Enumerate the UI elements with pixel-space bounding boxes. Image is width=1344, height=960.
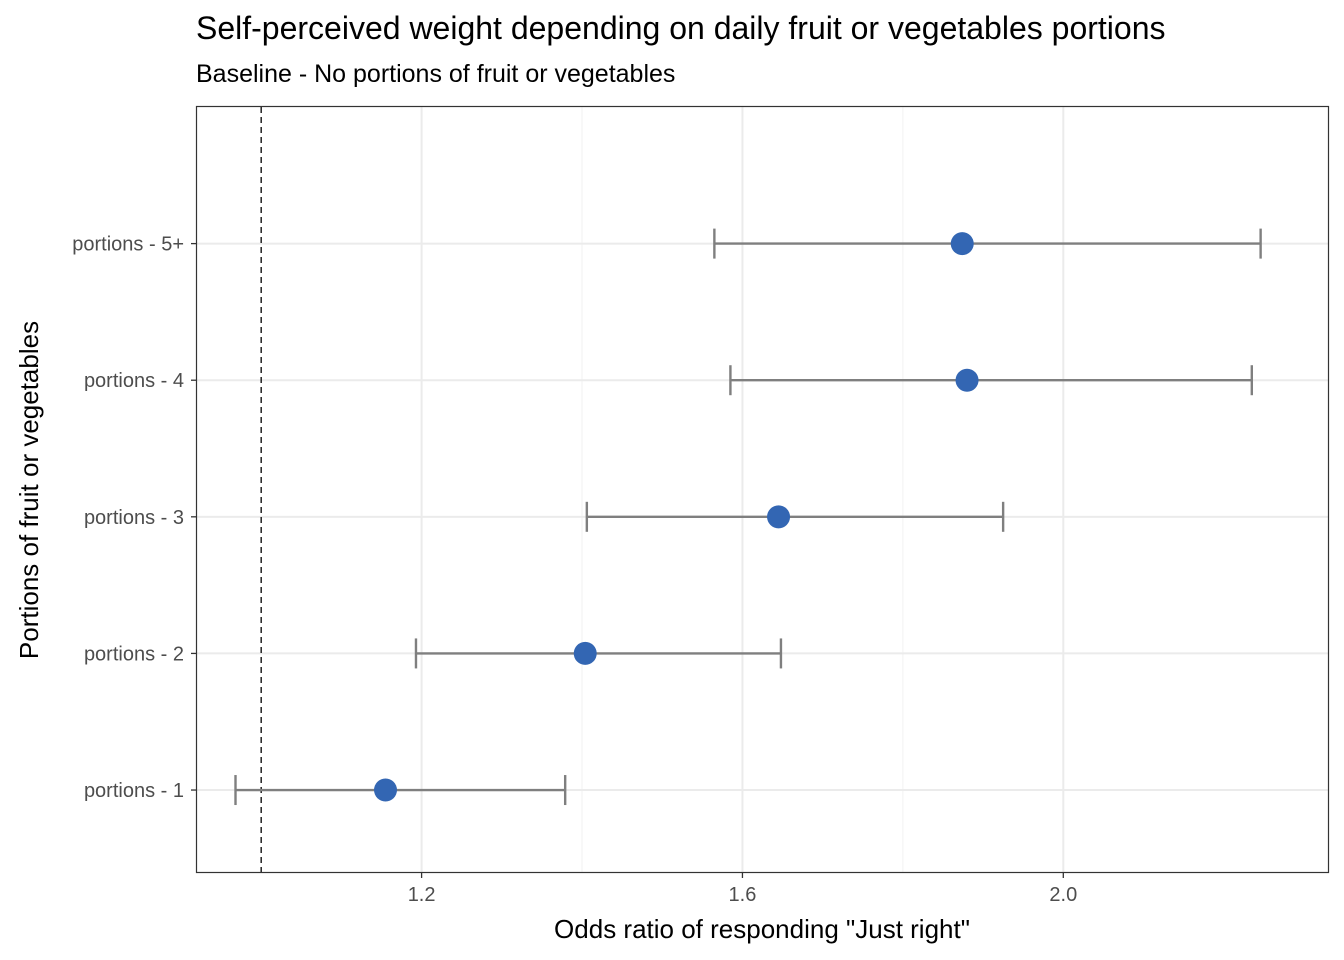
data-point [374, 778, 397, 802]
plot-panel-border [195, 105, 1330, 874]
y-tick-label: portions - 3 [84, 507, 184, 529]
y-tick-label: portions - 5+ [72, 234, 184, 256]
data-point [950, 232, 974, 256]
y-tick-label: portions - 1 [84, 780, 184, 802]
x-tick-label: 2.0 [1049, 884, 1077, 906]
chart-title: Self-perceived weight depending on daily… [196, 10, 1166, 46]
x-tick-label: 1.6 [729, 884, 757, 906]
data-marks [234, 228, 1262, 806]
y-axis-title: Portions of fruit or vegetables [14, 321, 44, 659]
data-point [573, 641, 597, 665]
y-tick-label: portions - 2 [84, 643, 184, 665]
chart-subtitle: Baseline - No portions of fruit or veget… [196, 60, 676, 88]
data-point [955, 368, 979, 392]
axes: 1.2 1.6 2.0 portions - 1 portions - 2 portion… [72, 234, 1077, 906]
x-axis-title: Odds ratio of responding "Just right" [554, 914, 970, 944]
y-tick-label: portions - 4 [84, 370, 184, 392]
grid-lines [197, 107, 1328, 872]
data-point [767, 505, 791, 529]
x-tick-label: 1.2 [408, 884, 436, 906]
